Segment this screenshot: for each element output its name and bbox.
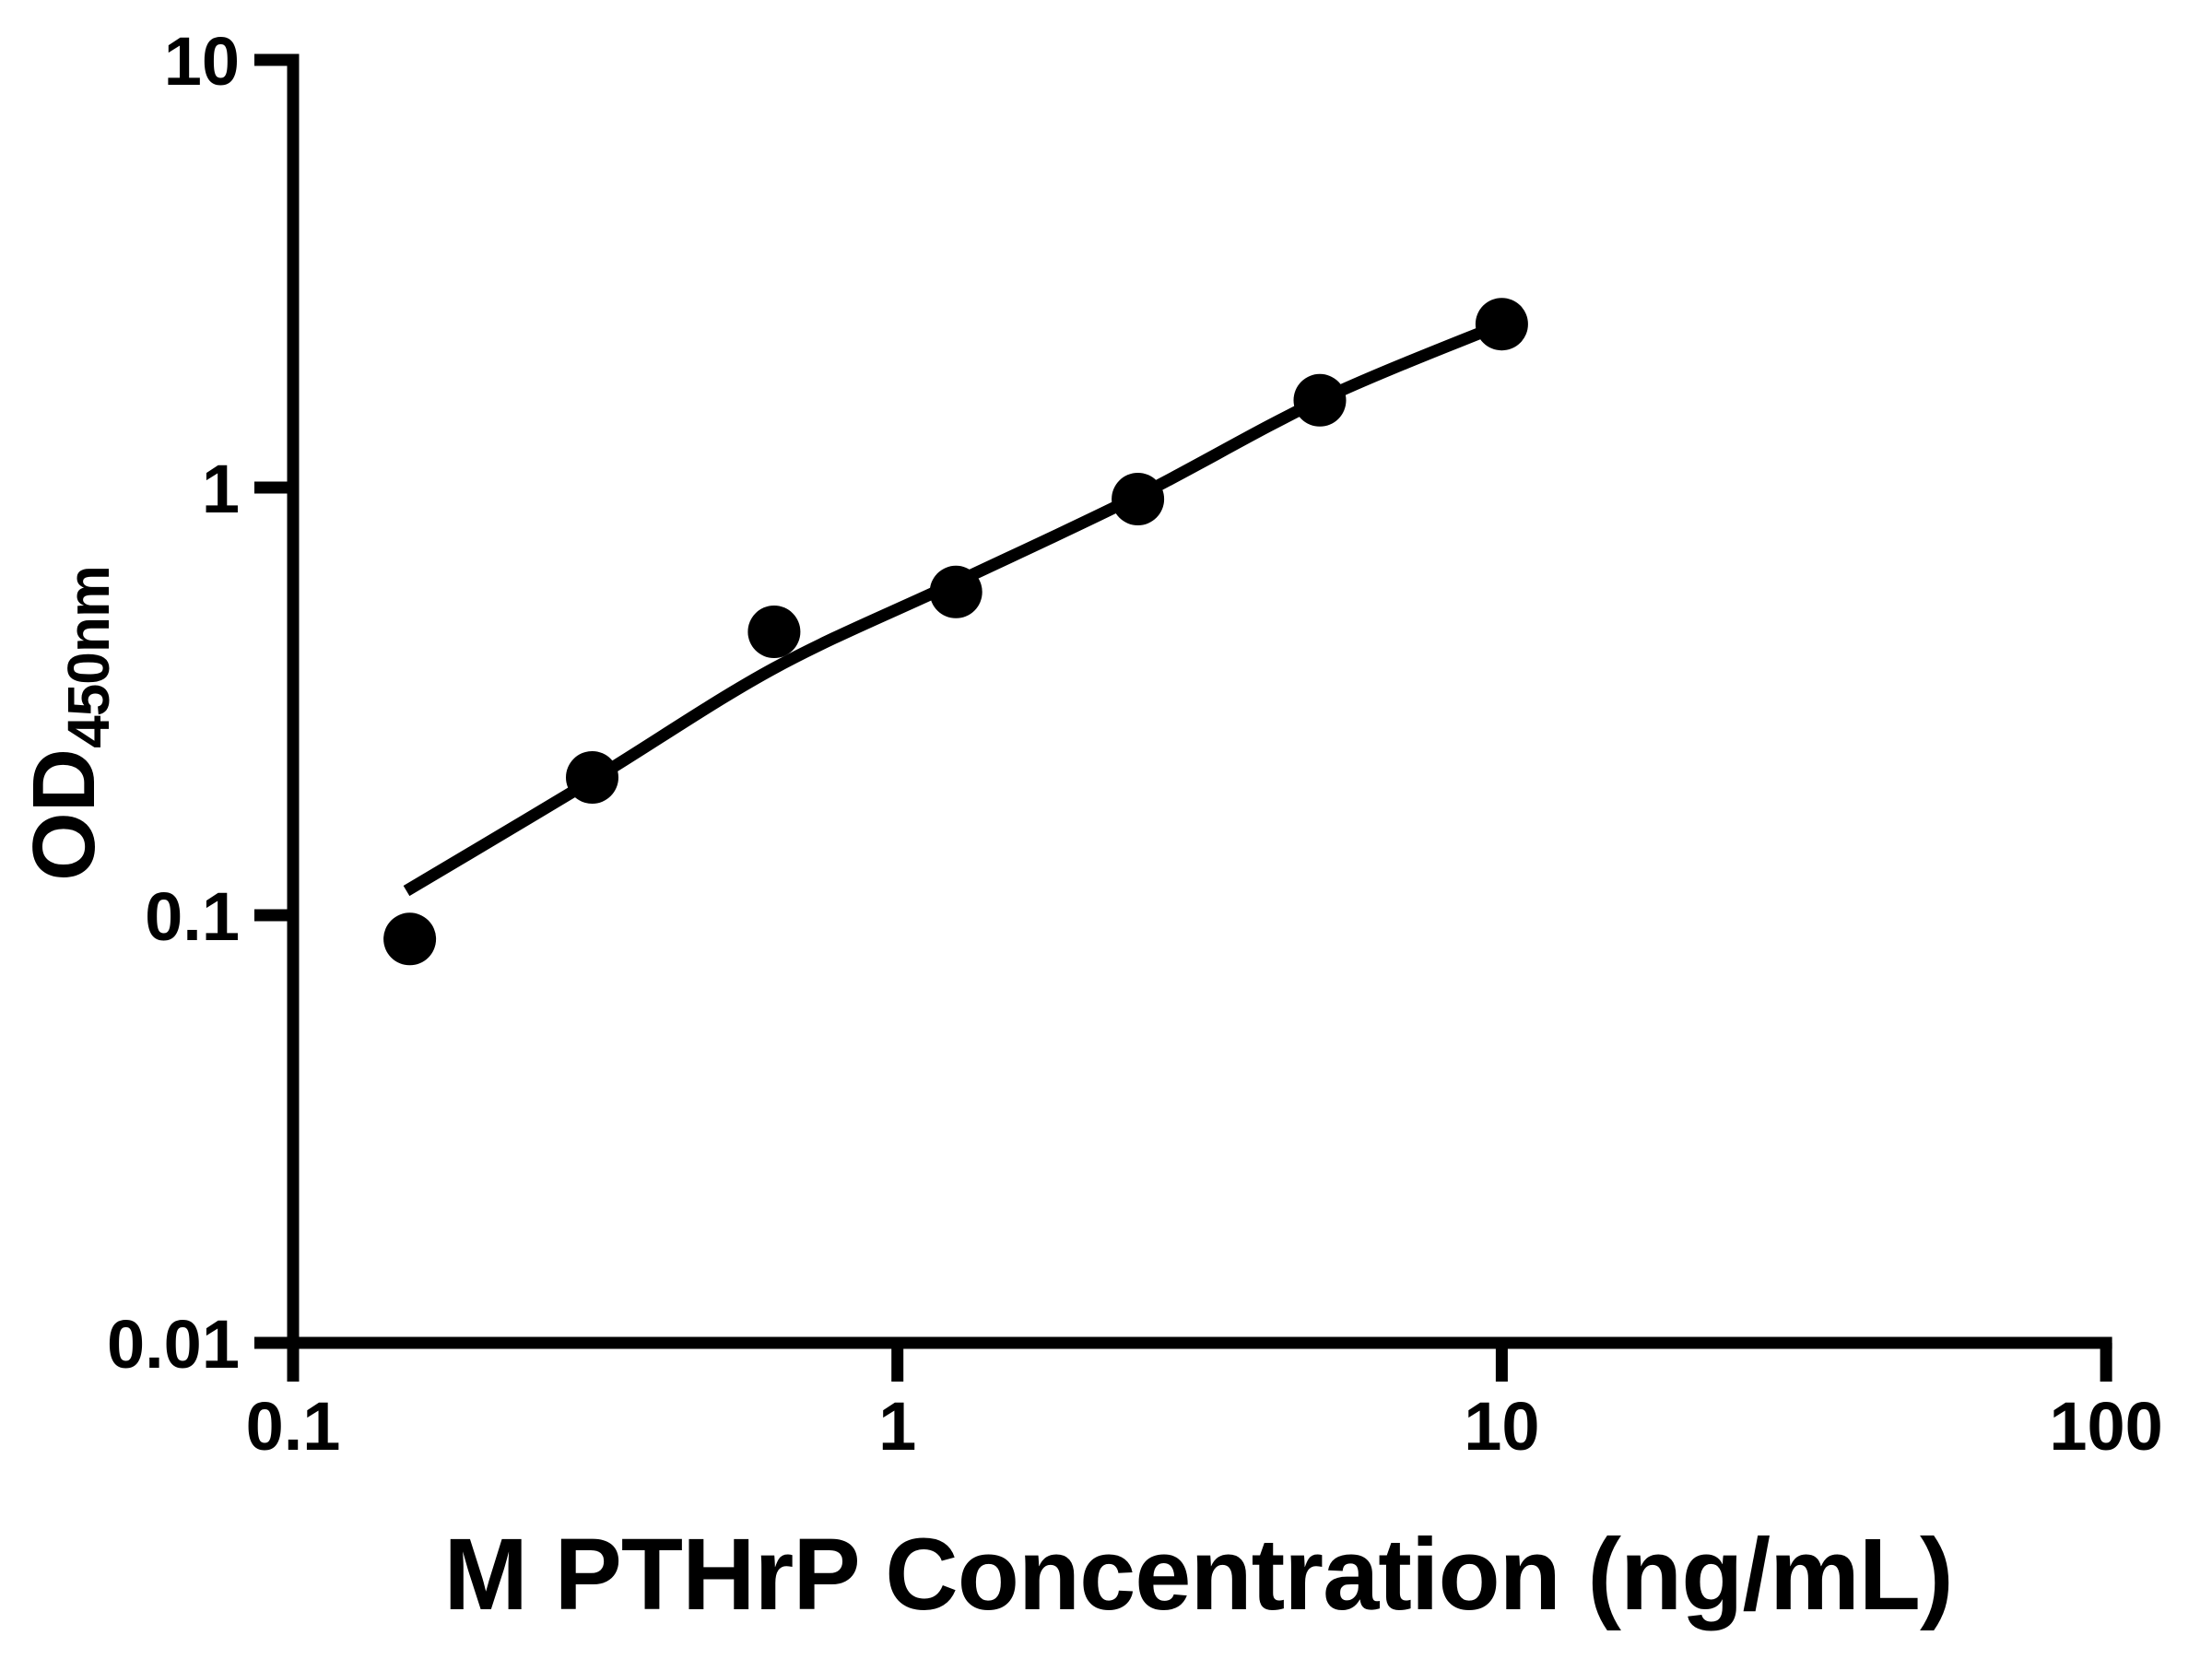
data-point-7 (1475, 298, 1528, 351)
x-axis-label: M PTHrP Concentration (ng/mL) (443, 1518, 1953, 1631)
x-tick-label-1: 1 (878, 1388, 916, 1465)
y-tick-label-0.1: 0.1 (145, 878, 240, 955)
y-tick-label-10: 10 (164, 23, 240, 100)
data-point-1 (383, 912, 437, 966)
data-point-6 (1293, 373, 1347, 427)
y-axis-label: OD450nm (9, 401, 122, 1046)
x-tick-label-0.1: 0.1 (246, 1388, 341, 1465)
x-tick-label-100: 100 (2049, 1388, 2162, 1465)
data-point-3 (747, 606, 801, 658)
x-tick-label-10: 10 (1464, 1388, 1539, 1465)
data-point-4 (929, 565, 982, 618)
y-tick-label-1: 1 (202, 451, 240, 527)
data-point-5 (1112, 473, 1165, 525)
y-axis-label-main: OD (15, 747, 113, 881)
y-axis-label-subscript: 450nm (55, 566, 122, 748)
y-tick-label-0.01: 0.01 (107, 1306, 240, 1382)
data-point-2 (566, 751, 618, 804)
